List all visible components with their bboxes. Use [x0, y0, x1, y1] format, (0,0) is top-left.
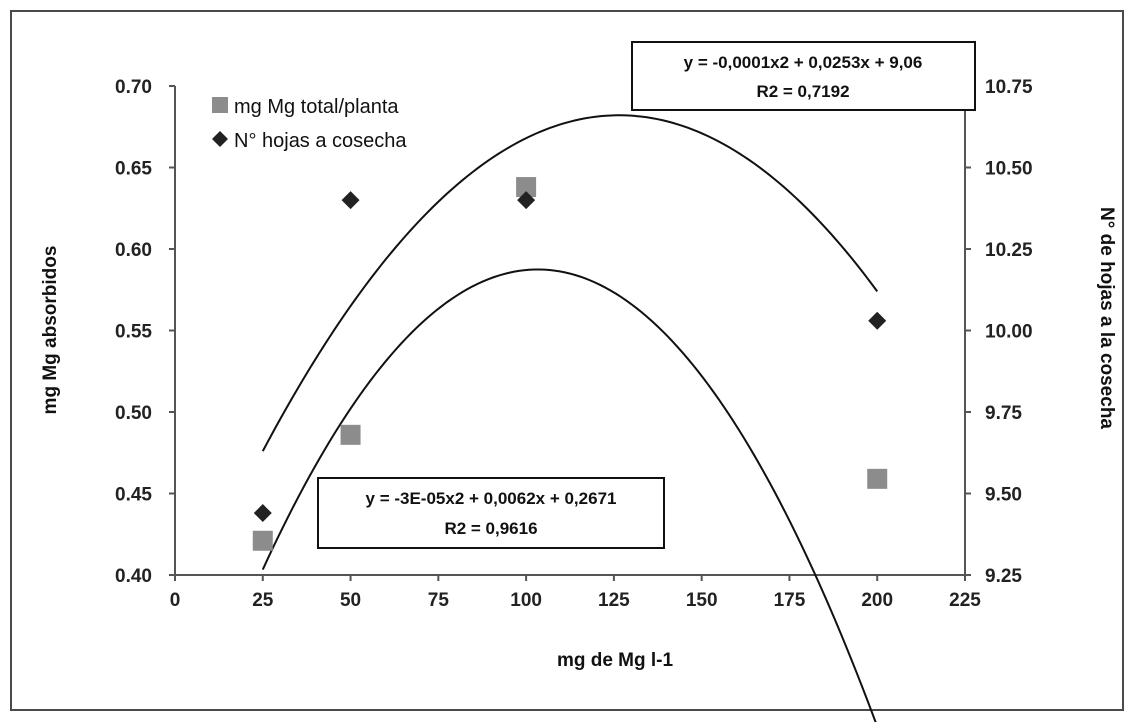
legend-label-hojas: N° hojas a cosecha — [234, 130, 407, 152]
equation-box-mg: y = -3E-05x2 + 0,0062x + 0,2671 R2 = 0,9… — [317, 477, 665, 549]
data-point-mg-total — [516, 177, 537, 198]
trendline-mg-total — [261, 268, 877, 722]
y-tick-label: 0.65 — [115, 159, 152, 180]
y2-tick-label: 10.00 — [985, 322, 1033, 343]
y-tick-label: 0.45 — [115, 485, 152, 506]
data-point-hojas — [253, 504, 272, 523]
data-point-hojas — [868, 311, 887, 330]
x-tick-label: 75 — [428, 590, 450, 611]
equation-mg: y = -3E-05x2 + 0,0062x + 0,2671 — [366, 489, 617, 508]
y-tick-label: 0.40 — [115, 566, 152, 587]
r2-hojas: R2 = 0,7192 — [756, 82, 849, 101]
legend-marker-diamond — [212, 131, 228, 147]
legend-marker-square — [212, 97, 228, 113]
x-tick-label: 125 — [598, 590, 630, 611]
x-tick-label: 100 — [510, 590, 542, 611]
y-tick-label: 0.70 — [115, 77, 152, 98]
y-axis-title: mg Mg absorbidos — [40, 246, 61, 415]
x-tick-label: 50 — [340, 590, 361, 611]
equation-hojas: y = -0,0001x2 + 0,0253x + 9,06 — [684, 53, 923, 72]
y-tick-label: 0.50 — [115, 403, 152, 424]
x-tick-label: 0 — [170, 590, 181, 611]
data-point-mg-total — [867, 468, 888, 489]
trendline-hojas — [261, 114, 879, 452]
x-axis-title: mg de Mg l-1 — [557, 650, 674, 671]
r2-mg: R2 = 0,9616 — [444, 519, 537, 538]
y2-tick-label: 10.50 — [985, 159, 1033, 180]
x-tick-label: 150 — [686, 590, 718, 611]
y-tick-label: 0.55 — [115, 322, 152, 343]
data-point-mg-total — [252, 530, 273, 551]
y2-tick-label: 10.25 — [985, 240, 1033, 261]
x-tick-label: 175 — [774, 590, 806, 611]
data-point-hojas — [341, 191, 360, 210]
y-tick-label: 0.60 — [115, 240, 152, 261]
data-point-mg-total — [340, 424, 361, 445]
data-point-hojas — [517, 191, 536, 210]
x-tick-label: 200 — [861, 590, 893, 611]
chart-frame — [10, 10, 1124, 711]
tick-labels: 0 25 50 75 100 125 150 175 200 225 0.40 0.45 0.50 0.5… — [115, 77, 1033, 611]
legend-label-mg-total: mg Mg total/planta — [234, 96, 399, 118]
y2-axis-title: N° de hojas a la cosecha — [1096, 207, 1117, 429]
y2-tick-label: 9.50 — [985, 485, 1022, 506]
x-tick-label: 25 — [252, 590, 274, 611]
y2-tick-label: 9.75 — [985, 403, 1022, 424]
data-points — [252, 177, 888, 551]
trendlines — [261, 114, 879, 722]
y2-tick-label: 9.25 — [985, 566, 1022, 587]
y2-tick-label: 10.75 — [985, 77, 1033, 98]
equation-box-hojas: y = -0,0001x2 + 0,0253x + 9,06 R2 = 0,71… — [631, 41, 976, 111]
legend: mg Mg total/planta N° hojas a cosecha — [212, 96, 407, 152]
x-tick-label: 225 — [949, 590, 981, 611]
